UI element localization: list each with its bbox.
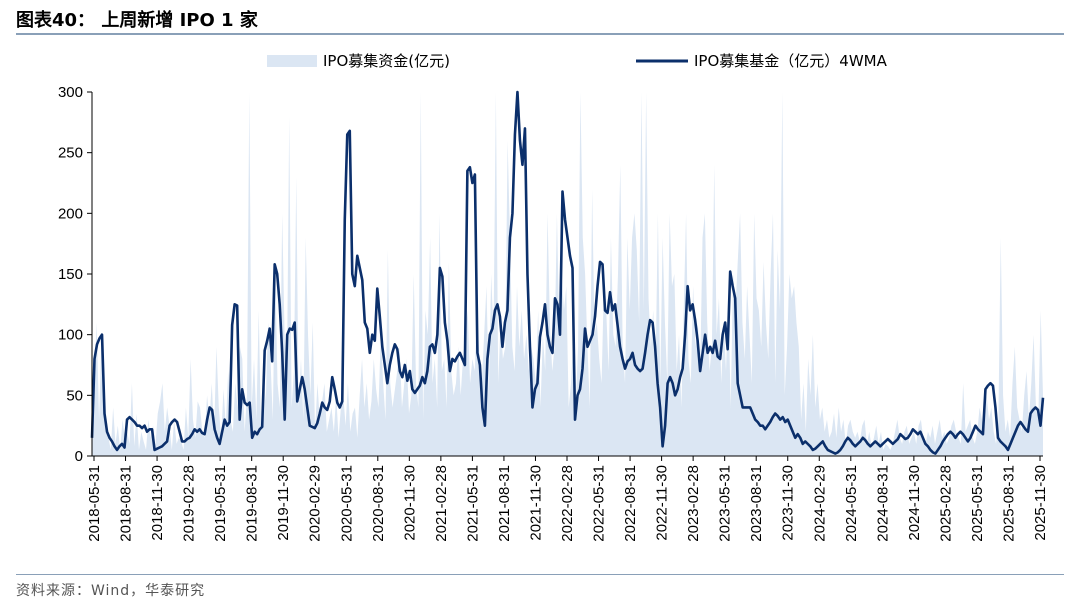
x-tick-label: 2019-02-28 xyxy=(181,465,198,542)
x-tick-label: 2021-02-28 xyxy=(433,465,450,542)
source-note: 资料来源：Wind，华泰研究 xyxy=(16,583,206,599)
x-tick-label: 2023-02-28 xyxy=(685,465,702,542)
x-tick-label: 2019-05-31 xyxy=(212,465,229,542)
x-tick-label: 2021-08-31 xyxy=(496,465,513,542)
chart-svg: IPO募集资金(亿元) IPO募集基金（亿元）4WMA 0 50 100 150 200 2… xyxy=(58,52,1049,542)
y-tick-label: 150 xyxy=(58,266,83,283)
line-series-layer xyxy=(90,90,1045,455)
x-tick-label: 2018-05-31 xyxy=(86,465,103,542)
x-tick-label: 2025-11-30 xyxy=(1032,465,1049,541)
x-tick-label: 2024-02-29 xyxy=(811,465,828,542)
y-tick-label: 250 xyxy=(58,145,83,162)
footer-rule xyxy=(16,574,1064,575)
x-tick-label: 2020-02-29 xyxy=(307,465,324,542)
x-tick-label: 2024-05-31 xyxy=(843,465,860,542)
x-tick-label: 2023-08-31 xyxy=(748,465,765,542)
x-tick-label: 2019-08-31 xyxy=(244,465,261,542)
x-tick-label: 2021-05-31 xyxy=(464,465,481,542)
x-tick-label: 2022-02-28 xyxy=(559,465,576,542)
legend-label-area: IPO募集资金(亿元) xyxy=(323,52,450,70)
x-tick-label: 2019-11-30 xyxy=(275,465,292,541)
y-tick-label: 0 xyxy=(75,448,83,465)
x-tick-label: 2018-11-30 xyxy=(149,465,166,541)
x-tick-label: 2024-08-31 xyxy=(874,465,891,542)
y-tick-label: 200 xyxy=(58,205,83,222)
legend-label-line: IPO募集基金（亿元）4WMA xyxy=(694,52,888,70)
x-tick-label: 2024-11-30 xyxy=(906,465,923,541)
area-series-fund-raised xyxy=(92,92,1043,456)
title-underline xyxy=(16,33,1064,35)
x-tick-label: 2020-11-30 xyxy=(401,465,418,541)
x-tick-label: 2018-08-31 xyxy=(118,465,135,542)
x-tick-label: 2020-05-31 xyxy=(338,465,355,542)
x-tick-label: 2022-05-31 xyxy=(591,465,608,542)
x-tick-label: 2023-05-31 xyxy=(717,465,734,542)
x-tick-label: 2025-02-28 xyxy=(937,465,954,542)
legend-swatch-area xyxy=(267,55,317,67)
x-tick-label: 2023-11-30 xyxy=(780,465,797,541)
x-tick-label: 2022-08-31 xyxy=(622,465,639,542)
y-tick-label: 50 xyxy=(66,387,83,404)
line-series-4wma xyxy=(90,90,1045,455)
legend: IPO募集资金(亿元) IPO募集基金（亿元）4WMA xyxy=(267,52,888,70)
x-tick-label: 2025-05-31 xyxy=(969,465,986,542)
x-tick-label: 2022-11-30 xyxy=(654,465,671,541)
x-tick-label: 2020-08-31 xyxy=(370,465,387,542)
y-tick-label: 300 xyxy=(58,84,83,101)
chart-title: 图表40： 上周新增 IPO 1 家 xyxy=(16,10,258,31)
y-tick-label: 100 xyxy=(58,327,83,344)
area-series-layer xyxy=(92,92,1043,456)
x-tick-label: 2021-11-30 xyxy=(527,465,544,541)
x-tick-label: 2025-08-31 xyxy=(1000,465,1017,542)
axes: 0 50 100 150 200 250 300 2018-05-31 2018-08-31 20… xyxy=(58,84,1049,542)
